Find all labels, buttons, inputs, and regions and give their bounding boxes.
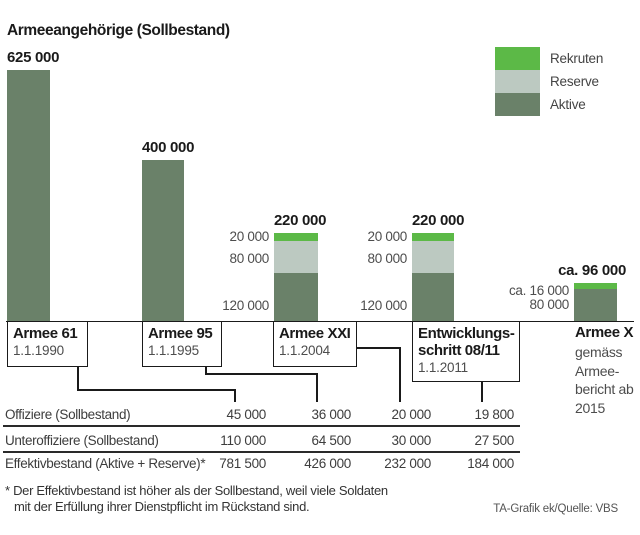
legend-label-rekruten: Rekruten xyxy=(550,51,604,66)
category-box-armee-61: Armee 61 1.1.1990 xyxy=(7,320,88,367)
connector-line xyxy=(205,373,318,375)
segment-label-armee-xxi-aktive: 120 000 xyxy=(222,298,269,314)
footnote-line-2: mit der Erfüllung ihrer Dienstpflicht im… xyxy=(14,499,310,514)
bar-armee-x-segment-aktive xyxy=(574,289,617,322)
table-cell-r0-c3: 19 800 xyxy=(474,407,515,422)
connector-line xyxy=(77,366,79,391)
category-box-entwicklungsschritt-08-11: Entwicklungs-schritt 08/11 1.1.2011 xyxy=(412,320,520,382)
chart-title: Armeeangehörige (Sollbestand) xyxy=(7,22,230,39)
category-name-line: Armee X xyxy=(575,324,634,341)
category-name-line: Armee 95 xyxy=(148,324,213,342)
table-cell-r0-c1: 36 000 xyxy=(311,407,352,422)
category-date: 1.1.1990 xyxy=(13,342,64,358)
bar-total-label-armee-61: 625 000 xyxy=(7,48,60,66)
connector-line xyxy=(356,347,401,349)
table-row-label-1: Unteroffiziere (Sollbestand) xyxy=(5,433,159,448)
table-cell-r2-c2: 232 000 xyxy=(384,456,431,471)
legend-label-aktive: Aktive xyxy=(550,97,586,112)
segment-label-armee-xxi-reserve: 80 000 xyxy=(229,250,270,266)
bar-total-label-armee-xxi: 220 000 xyxy=(274,211,327,229)
table-row-label-2: Effektivbestand (Aktive + Reserve)* xyxy=(5,456,206,471)
bar-armee-xxi-segment-rekruten xyxy=(274,232,318,241)
legend-swatch-reserve xyxy=(495,70,540,93)
category-name-line: Armee XXI xyxy=(279,324,351,342)
connector-line xyxy=(316,373,318,402)
segment-label-armee-x-aktive: 80 000 xyxy=(529,297,570,313)
bar-total-label-armee-x: ca. 96 000 xyxy=(558,261,626,279)
bar-entwicklungsschritt-08-11-segment-rekruten xyxy=(412,232,454,241)
bar-armee-x-segment-rekruten xyxy=(574,282,617,290)
category-box-armee-95: Armee 95 1.1.1995 xyxy=(142,320,222,367)
category-sub-line: gemäss xyxy=(575,344,623,360)
bar-armee-xxi-segment-reserve xyxy=(274,240,318,274)
connector-line xyxy=(234,389,236,402)
segment-label-entwicklungsschritt-08-11-reserve: 80 000 xyxy=(367,250,408,266)
category-date: 1.1.2011 xyxy=(418,359,468,375)
footnote-line-1: * Der Effektivbestand ist höher als der … xyxy=(5,483,388,498)
category-sub-line: bericht ab xyxy=(575,381,634,397)
bar-entwicklungsschritt-08-11-segment-reserve xyxy=(412,240,454,274)
legend-swatch-aktive xyxy=(495,93,540,116)
segment-label-entwicklungsschritt-08-11-aktive: 120 000 xyxy=(360,298,407,314)
category-name-line: Entwicklungs- xyxy=(418,324,515,342)
category-sub-line: 2015 xyxy=(575,399,605,416)
bar-armee-61-segment-aktive xyxy=(7,69,50,322)
table-cell-r1-c3: 27 500 xyxy=(474,433,515,448)
table-rule-0 xyxy=(3,425,520,427)
table-cell-r2-c3: 184 000 xyxy=(467,456,514,471)
connector-line xyxy=(481,381,483,402)
table-cell-r1-c2: 30 000 xyxy=(391,433,432,448)
bar-total-label-entwicklungsschritt-08-11: 220 000 xyxy=(412,211,465,229)
table-cell-r1-c0: 110 000 xyxy=(220,433,266,448)
segment-label-entwicklungsschritt-08-11-rekruten: 20 000 xyxy=(367,228,408,244)
connector-line xyxy=(399,347,401,402)
category-name-line: schritt 08/11 xyxy=(418,341,500,359)
category-sub-line: Armee- xyxy=(575,362,620,379)
category-name-line: Armee 61 xyxy=(13,324,78,342)
table-rule-1 xyxy=(3,451,520,453)
category-box-armee-xxi: Armee XXI 1.1.2004 xyxy=(273,320,357,367)
category-date: 1.1.1995 xyxy=(148,342,199,358)
bar-armee-xxi-segment-aktive xyxy=(274,273,318,322)
category-date: 1.1.2004 xyxy=(279,342,330,358)
table-cell-r2-c1: 426 000 xyxy=(304,456,351,471)
table-cell-r2-c0: 781 500 xyxy=(219,456,266,471)
table-cell-r0-c0: 45 000 xyxy=(226,407,267,422)
legend-swatch-rekruten xyxy=(495,47,540,70)
bar-total-label-armee-95: 400 000 xyxy=(142,139,195,157)
connector-line xyxy=(205,366,207,375)
segment-label-armee-x-rekruten: ca. 16 000 xyxy=(508,283,569,299)
connector-line xyxy=(77,389,236,391)
category-label-armee-x: Armee X gemäss Armee-bericht ab 2015 xyxy=(575,324,640,417)
source-credit: TA-Grafik ek/Quelle: VBS xyxy=(493,503,618,515)
legend-label-reserve: Reserve xyxy=(550,74,599,89)
table-cell-r1-c1: 64 500 xyxy=(311,433,352,448)
segment-label-armee-xxi-rekruten: 20 000 xyxy=(229,228,270,244)
table-row-label-0: Offiziere (Sollbestand) xyxy=(5,407,131,422)
bar-entwicklungsschritt-08-11-segment-aktive xyxy=(412,273,454,322)
bar-armee-95-segment-aktive xyxy=(142,160,184,322)
table-cell-r0-c2: 20 000 xyxy=(391,407,432,422)
